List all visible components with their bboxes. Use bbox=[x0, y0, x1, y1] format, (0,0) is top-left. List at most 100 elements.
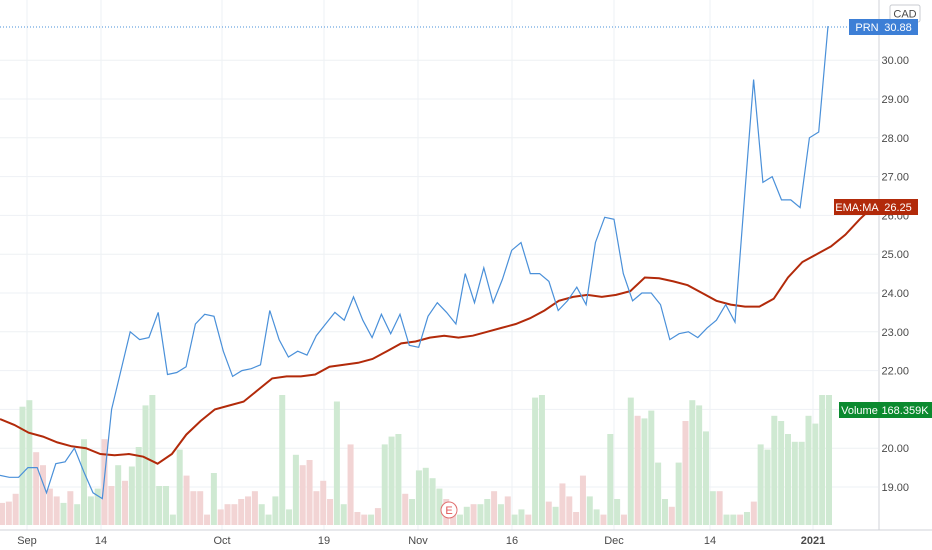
volume-bar bbox=[641, 418, 648, 525]
x-tick-label: 16 bbox=[506, 535, 518, 547]
volume-bar bbox=[627, 397, 634, 525]
price-series-tag: PRN 30.88 bbox=[849, 19, 918, 35]
volume-bar bbox=[272, 496, 279, 525]
volume-bar bbox=[299, 465, 306, 525]
volume-bar bbox=[224, 504, 231, 525]
volume-bar bbox=[675, 462, 682, 525]
volume-bar bbox=[812, 423, 819, 525]
volume-bar bbox=[566, 496, 573, 525]
volume-bar bbox=[791, 441, 798, 525]
volume-bar bbox=[504, 496, 511, 525]
volume-bar bbox=[128, 466, 135, 525]
volume-bar bbox=[689, 400, 696, 525]
volume-bar bbox=[497, 504, 504, 525]
volume-bar bbox=[74, 504, 81, 525]
price-series-line bbox=[0, 26, 829, 500]
volume-bar bbox=[538, 395, 545, 525]
volume-bar bbox=[251, 491, 258, 525]
volume-bar bbox=[784, 434, 791, 525]
volume-bar bbox=[320, 480, 327, 525]
volume-bar bbox=[456, 514, 463, 525]
volume-bar bbox=[12, 493, 19, 525]
volume-bar bbox=[593, 509, 600, 525]
volume-bar bbox=[778, 421, 785, 525]
volume-bar bbox=[176, 449, 183, 525]
volume-name: Volume bbox=[841, 405, 878, 417]
volume-bar bbox=[245, 496, 252, 525]
volume-bar bbox=[279, 395, 286, 525]
volume-bar bbox=[67, 491, 74, 525]
volume-bars bbox=[0, 395, 832, 525]
volume-bar bbox=[573, 512, 580, 525]
y-tick-label: 28.00 bbox=[881, 133, 909, 145]
volume-bar bbox=[258, 504, 265, 525]
volume-last: 168.359K bbox=[881, 405, 929, 417]
ema-series-last: 26.25 bbox=[884, 202, 912, 214]
volume-bar bbox=[422, 467, 429, 525]
volume-bar bbox=[532, 397, 539, 525]
volume-bar bbox=[470, 504, 477, 525]
volume-bar bbox=[415, 470, 422, 525]
volume-bar bbox=[231, 504, 238, 525]
volume-bar bbox=[723, 514, 730, 525]
event-marker[interactable]: E bbox=[440, 501, 458, 519]
volume-bar bbox=[559, 483, 566, 525]
volume-bar bbox=[108, 486, 115, 525]
volume-bar bbox=[354, 512, 361, 525]
volume-bar bbox=[463, 506, 470, 525]
currency-label[interactable]: CAD bbox=[889, 4, 921, 23]
x-tick-label: Dec bbox=[604, 535, 624, 547]
volume-bar bbox=[491, 491, 498, 525]
volume-bar bbox=[368, 514, 375, 525]
volume-bar bbox=[347, 444, 354, 525]
volume-bar bbox=[648, 410, 655, 525]
event-marker-label: E bbox=[445, 505, 452, 517]
volume-bar bbox=[238, 499, 245, 525]
volume-bar bbox=[579, 475, 586, 525]
volume-bar bbox=[586, 496, 593, 525]
volume-bar bbox=[333, 401, 340, 525]
volume-bar bbox=[743, 512, 750, 525]
volume-bar bbox=[286, 509, 293, 525]
volume-bar bbox=[374, 508, 381, 525]
volume-bar bbox=[545, 501, 552, 525]
volume-bar bbox=[757, 444, 764, 525]
volume-bar bbox=[409, 499, 416, 525]
volume-bar bbox=[525, 514, 532, 525]
volume-bar bbox=[204, 514, 211, 525]
volume-bar bbox=[163, 486, 170, 525]
volume-bar bbox=[696, 405, 703, 525]
volume-bar bbox=[614, 499, 621, 525]
y-tick-label: 24.00 bbox=[881, 288, 909, 300]
y-tick-label: 19.00 bbox=[881, 482, 909, 494]
volume-bar bbox=[819, 395, 826, 525]
x-tick-label: Sep bbox=[17, 535, 37, 547]
volume-bar bbox=[730, 514, 737, 525]
y-tick-label: 25.00 bbox=[881, 249, 909, 261]
volume-bar bbox=[798, 441, 805, 525]
volume-bar bbox=[115, 465, 122, 525]
volume-bar bbox=[552, 506, 559, 525]
volume-bar bbox=[94, 488, 101, 525]
x-tick-label: Nov bbox=[408, 535, 428, 547]
volume-bar bbox=[429, 478, 436, 525]
price-axis[interactable]: 19.0020.0021.0022.0023.0024.0025.0026.00… bbox=[881, 55, 909, 494]
volume-bar bbox=[26, 400, 33, 525]
price-series-name: PRN bbox=[855, 22, 878, 34]
price-series-last: 30.88 bbox=[884, 22, 912, 34]
volume-bar bbox=[149, 395, 156, 525]
grid-lines bbox=[0, 0, 878, 530]
volume-bar bbox=[340, 504, 347, 525]
volume-bar bbox=[682, 421, 689, 525]
time-axis[interactable]: Sep 14 Oct 19 Nov 16 Dec 14 2021 bbox=[17, 535, 825, 547]
volume-bar bbox=[87, 496, 94, 525]
volume-bar bbox=[737, 514, 744, 525]
volume-bar bbox=[142, 405, 149, 525]
volume-bar bbox=[40, 465, 47, 525]
volume-bar bbox=[46, 488, 53, 525]
volume-bar bbox=[33, 452, 40, 525]
volume-bar bbox=[450, 514, 457, 525]
volume-bar bbox=[484, 499, 491, 525]
volume-bar bbox=[156, 486, 163, 525]
